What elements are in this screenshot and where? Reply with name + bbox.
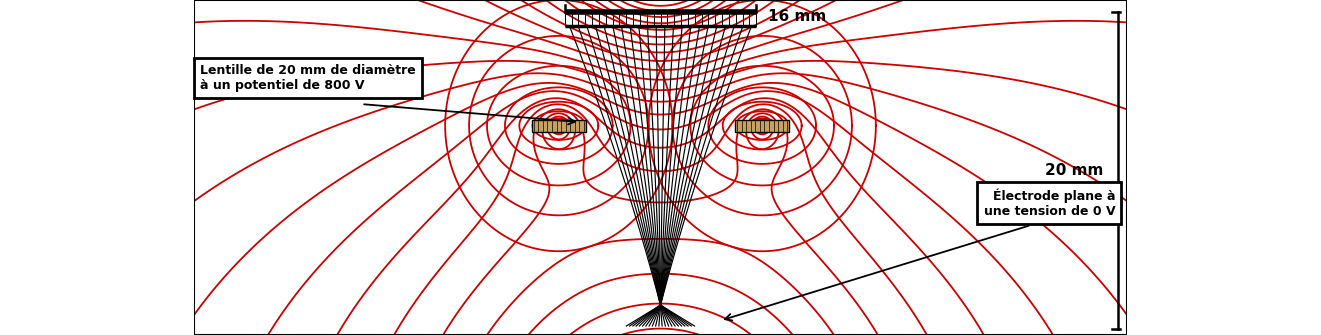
Text: 20 mm: 20 mm bbox=[1045, 163, 1103, 178]
Text: Électrode plane à
une tension de 0 V: Électrode plane à une tension de 0 V bbox=[984, 189, 1115, 218]
Bar bbox=[532, 120, 585, 132]
Text: Lentille de 20 mm de diamètre
à un potentiel de 800 V: Lentille de 20 mm de diamètre à un poten… bbox=[199, 64, 416, 92]
Bar bbox=[736, 120, 789, 132]
Text: 16 mm: 16 mm bbox=[769, 9, 827, 24]
